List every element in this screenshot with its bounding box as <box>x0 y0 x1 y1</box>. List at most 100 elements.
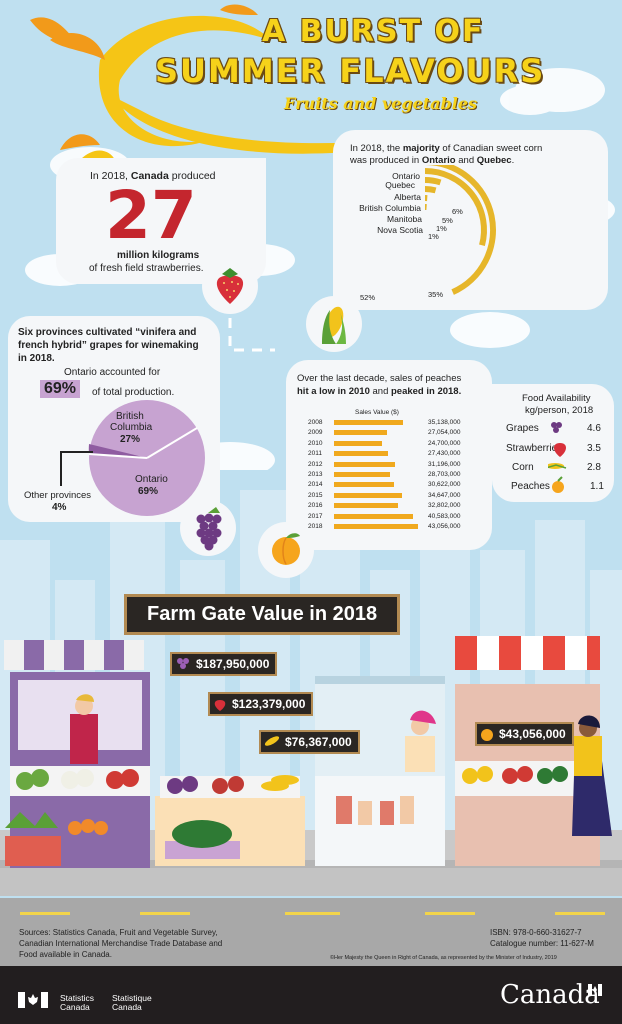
farm-gate-corn-value: $76,367,000 <box>285 735 352 749</box>
corn-label-quebec: Quebec <box>385 180 415 190</box>
corn-heading-1-bold: majority <box>402 143 440 154</box>
corn-arc-ontario <box>424 165 496 295</box>
grapes-on-pct: 69% <box>138 486 159 497</box>
peach-sign-icon <box>481 729 493 741</box>
strawberry-number: 27 <box>105 177 197 254</box>
peach-bar-value-2018: 43,056,000 <box>428 523 461 530</box>
peach-bar-year-2012: 2012 <box>308 460 323 468</box>
market-stalls-illustration <box>0 636 622 896</box>
farm-gate-grapes-value: $187,950,000 <box>196 657 270 671</box>
food-corn-name: Corn <box>512 462 534 473</box>
farm-gate-peaches-value: $43,056,000 <box>499 727 566 741</box>
peaches-heading-2a: hit a low in 2010 <box>297 386 370 397</box>
corn-pct-alberta: 6% <box>452 207 463 216</box>
farm-gate-peaches: $43,056,000 <box>475 722 574 746</box>
road-dashes <box>20 912 605 915</box>
canada-wordmark: Canada <box>500 980 600 1010</box>
peach-bar-year-2018: 2018 <box>308 523 323 530</box>
corn-pct-bc: 5% <box>442 216 453 225</box>
peach-bar-year-2013: 2013 <box>308 471 323 478</box>
strawberry-intro-text: In 2018, <box>90 170 131 182</box>
grapes-heading-2: french hybrid” grapes for winemaking <box>18 340 199 351</box>
grapes-pct: 69% <box>40 380 81 398</box>
grapes-pie-chart <box>88 400 205 516</box>
corn-label-novascotia: Nova Scotia <box>377 225 423 235</box>
grapes-bc-1: British <box>116 411 144 422</box>
peach-bar-year-2015: 2015 <box>308 491 323 499</box>
corn-pct-novascotia: 1% <box>428 232 439 241</box>
peach-bar-2015 <box>334 492 402 498</box>
peaches-heading-2c: peaked in 2018. <box>391 386 462 397</box>
strawberry-intro: In 2018, Canada produced <box>90 170 216 182</box>
grapes-icon <box>196 507 222 551</box>
peaches-chart-title: Sales Value ($) <box>355 409 399 416</box>
wordmark-flag-icon <box>588 984 602 996</box>
peach-bar-year-2014: 2014 <box>308 481 323 489</box>
title-line-1: A BURST OF <box>262 14 485 49</box>
food-title-2: kg/person, 2018 <box>525 405 594 416</box>
food-grapes-name: Grapes <box>506 423 539 434</box>
food-title-1: Food Availability <box>522 393 591 404</box>
peach-bar-value-2009: 27,054,000 <box>428 429 461 437</box>
peach-bar-value-2016: 32,802,000 <box>428 502 461 510</box>
peach-bar-2013 <box>334 472 390 477</box>
peach-bar-year-2008: 2008 <box>308 419 323 426</box>
grapes-heading-1: Six provinces cultivated “vinifera and <box>18 327 197 338</box>
peach-bar-value-2011: 27,430,000 <box>428 450 461 458</box>
government-banner <box>0 966 622 1024</box>
corn-heading-1b: of Canadian sweet corn <box>439 143 543 154</box>
corn-mini-icon <box>548 463 567 469</box>
strawberry-mini-icon <box>554 443 566 457</box>
peaches-bar-chart: 2008 35,138,000 2009 27,054,000 2010 24,700,0… <box>308 419 488 535</box>
peach-bar-year-2009: 2009 <box>308 429 323 437</box>
strawberry-icon <box>216 268 244 304</box>
corn-heading-1a: In 2018, the <box>350 143 403 154</box>
statcan-en-2: Canada <box>60 1002 90 1012</box>
peach-bar-value-2015: 34,647,000 <box>428 491 461 499</box>
peach-bar-2012 <box>334 461 395 467</box>
sources-line-3: Food available in Canada. <box>19 950 112 959</box>
statcan-fr-2: Canada <box>112 1002 142 1012</box>
peach-bar-2016 <box>334 503 398 509</box>
farm-gate-title: Farm Gate Value in 2018 <box>124 594 401 635</box>
corn-radial-chart <box>424 165 496 295</box>
grapes-other-pct: 4% <box>52 502 67 513</box>
food-corn-value: 2.8 <box>587 462 601 473</box>
grapes-sign-icon <box>177 658 189 669</box>
corn-heading-line-1: In 2018, the majority of Canadian sweet … <box>350 143 542 154</box>
peach-bar-value-2012: 31,196,000 <box>428 460 461 468</box>
corn-arc-quebec <box>424 168 487 247</box>
strawberry-intro-end: produced <box>168 170 216 182</box>
peaches-heading-2b: and <box>369 386 391 397</box>
copyright: ©Her Majesty the Queen in Right of Canad… <box>330 955 557 961</box>
corn-pct-quebec: 35% <box>428 290 444 299</box>
food-icons <box>548 422 567 493</box>
footer <box>0 898 622 966</box>
corn-arc-bc <box>424 186 437 194</box>
corn-pct-manitoba: 1% <box>436 224 447 233</box>
peach-bar-2017 <box>334 513 414 519</box>
corn-sign-icon <box>264 736 280 746</box>
peach-bar-value-2010: 24,700,000 <box>428 439 461 447</box>
corn-heading-2c: . <box>511 155 515 166</box>
canada-flag-icon <box>18 992 48 1008</box>
grapes-bc-pct: 27% <box>120 434 141 445</box>
statcan-en-1: Statistics <box>60 993 95 1003</box>
farm-gate-strawberries: $123,379,000 <box>208 692 314 716</box>
peach-bar-year-2017: 2017 <box>308 512 323 520</box>
grapes-bc-2: Columbia <box>110 422 153 433</box>
peach-bar-year-2016: 2016 <box>308 502 323 510</box>
corn-label-manitoba: Manitoba <box>387 214 422 224</box>
grapes-sub: Ontario accounted for <box>64 367 161 378</box>
catalogue-number: Catalogue number: 11-627-M <box>490 939 594 948</box>
food-strawberries-name: Strawberries <box>506 443 563 454</box>
food-availability-card <box>492 384 614 502</box>
corn-label-alberta: Alberta <box>394 192 421 202</box>
strawberry-unit: million kilograms <box>117 250 200 261</box>
peach-icon <box>272 533 300 565</box>
isbn: ISBN: 978-0-660-31627-7 <box>490 928 582 937</box>
statcan-fr-1: Statistique <box>112 993 152 1003</box>
grapes-pct-tail: of total production. <box>92 387 175 398</box>
peach-bar-2009 <box>334 430 387 436</box>
